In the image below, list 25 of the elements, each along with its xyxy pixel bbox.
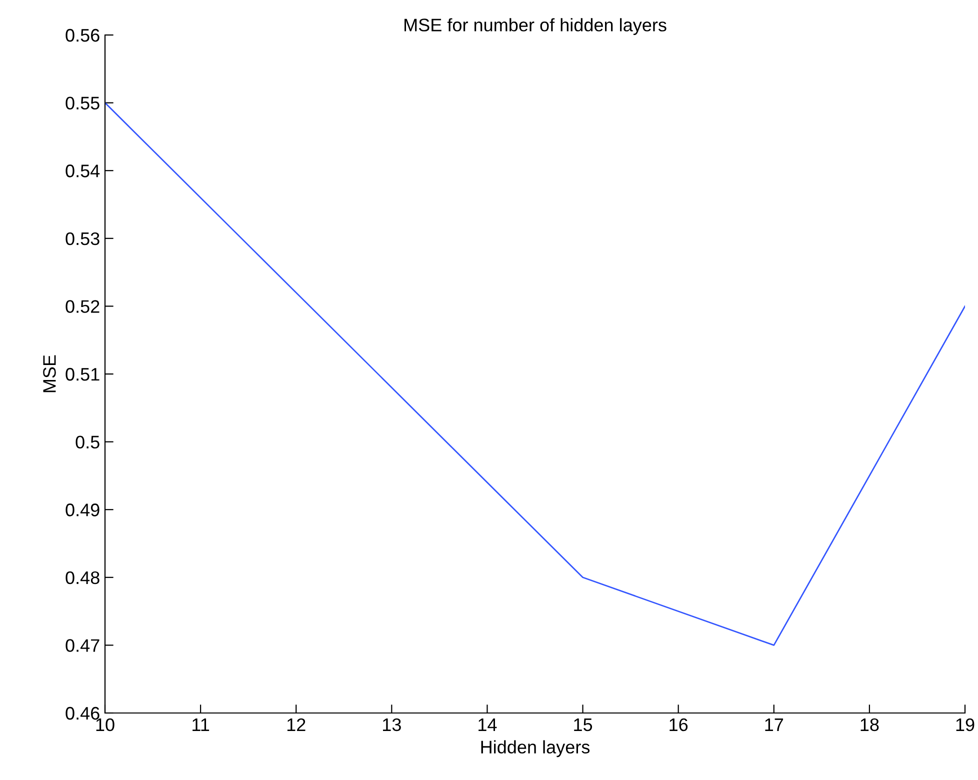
y-axis-title: MSE xyxy=(43,355,56,392)
line-series xyxy=(105,102,965,646)
x-tick-label: 13 xyxy=(383,718,401,732)
x-tick-label: 18 xyxy=(860,718,879,732)
x-tick-label: 17 xyxy=(765,718,784,731)
y-tick-label: 0.56 xyxy=(66,28,100,42)
x-axis-title: Hidden layers xyxy=(481,740,590,758)
y-tick-label: 0.48 xyxy=(66,571,100,584)
x-tick-label: 12 xyxy=(287,718,306,731)
x-tick-label: 10 xyxy=(96,718,114,732)
x-tick-label: 16 xyxy=(670,718,688,732)
y-tick-label: 0.47 xyxy=(66,639,100,652)
y-tick-label: 0.46 xyxy=(66,706,100,720)
y-tick-label: 0.53 xyxy=(66,232,100,246)
x-tick-label: 19 xyxy=(956,718,974,732)
y-tick-label: 0.52 xyxy=(66,300,100,313)
y-tick-label: 0.54 xyxy=(66,164,100,178)
x-tick-label: 11 xyxy=(192,718,210,731)
x-tick-label: 14 xyxy=(478,718,497,731)
y-tick-label: 0.5 xyxy=(76,436,100,449)
chart-title: MSE for number of hidden layers xyxy=(404,18,666,35)
x-tick-label: 15 xyxy=(574,718,592,732)
y-tick-label: 0.55 xyxy=(66,96,100,110)
y-tick-label: 0.51 xyxy=(66,368,100,381)
y-tick-label: 0.49 xyxy=(66,504,100,516)
